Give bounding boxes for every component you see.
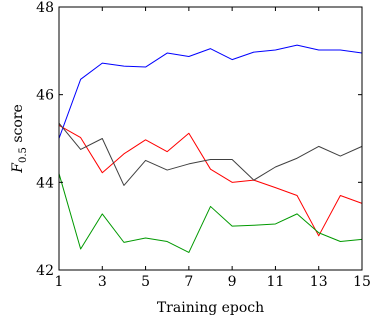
series-line-1 bbox=[58, 44, 363, 139]
y-axis-title-subscript: 0.5 bbox=[18, 147, 29, 163]
x-tick-label: 15 bbox=[353, 274, 371, 290]
y-axis-title: F0.5 score bbox=[10, 104, 29, 174]
x-tick-label: 11 bbox=[267, 274, 285, 290]
plot-frame bbox=[58, 6, 363, 271]
y-axis-title-main: F bbox=[10, 162, 26, 174]
x-tick-label: 7 bbox=[184, 274, 193, 290]
x-tick-label: 5 bbox=[141, 274, 150, 290]
series-layer bbox=[58, 44, 363, 253]
x-tick-label: 13 bbox=[310, 274, 328, 290]
x-tick-label: 1 bbox=[55, 274, 64, 290]
y-tick-label: 44 bbox=[36, 175, 54, 191]
y-tick-label: 42 bbox=[36, 263, 54, 279]
x-axis-title: Training epoch bbox=[157, 300, 264, 316]
x-tick-label: 3 bbox=[98, 274, 107, 290]
x-tick-label: 9 bbox=[228, 274, 237, 290]
series-line-4 bbox=[58, 173, 363, 253]
series-line-3 bbox=[58, 122, 363, 186]
y-tick-label: 46 bbox=[36, 88, 54, 104]
series-line-2 bbox=[58, 124, 363, 237]
y-axis-title-rest: score bbox=[10, 104, 26, 147]
y-tick-label: 48 bbox=[36, 0, 54, 16]
